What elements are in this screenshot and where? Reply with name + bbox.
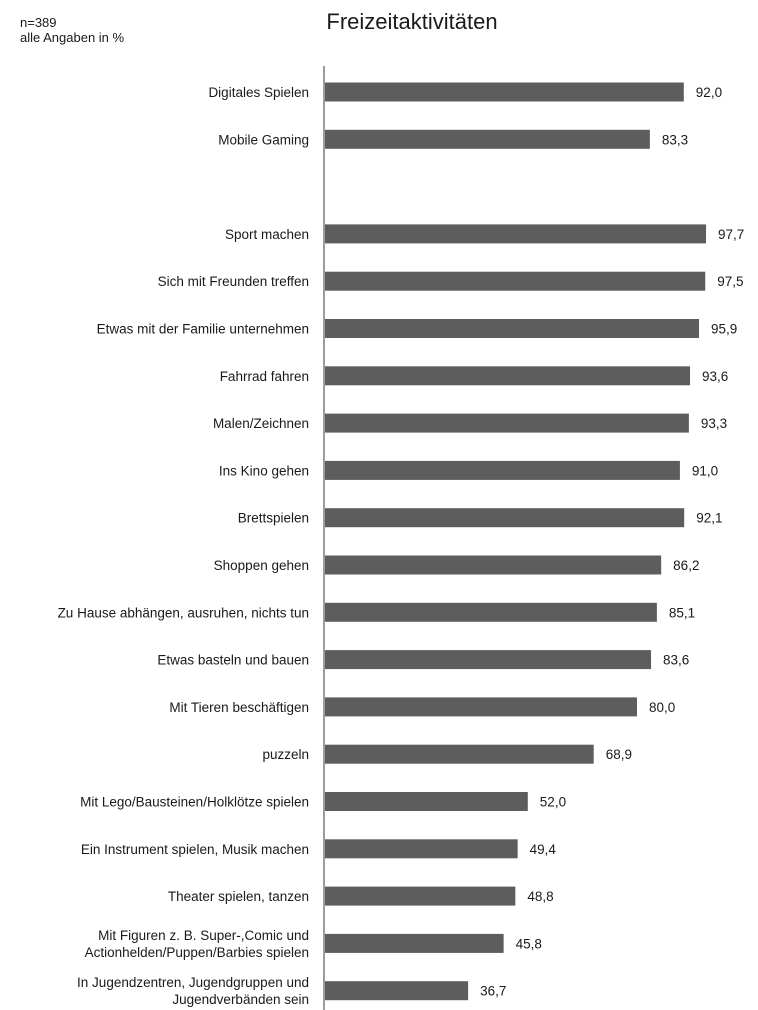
value-label: 93,3: [701, 416, 727, 431]
bar: [325, 602, 657, 622]
bar: [325, 460, 680, 480]
value-label: 36,7: [480, 984, 506, 999]
bar: [325, 82, 684, 102]
category-label: In Jugendzentren, Jugendgruppen und Jugen…: [77, 975, 309, 1007]
category-label-line: Zu Hause abhängen, ausruhen, nichts tun: [58, 605, 309, 620]
category-label-line: Shoppen gehen: [214, 558, 309, 573]
bar: [325, 886, 516, 906]
category-label-line: Etwas mit der Familie unternehmen: [97, 322, 309, 337]
bar: [325, 129, 650, 149]
bar: [325, 555, 662, 575]
value-label: 97,7: [718, 227, 744, 242]
category-label-line: Mit Tieren beschäftigen: [169, 700, 309, 715]
value-label: 85,1: [669, 605, 695, 620]
sample-size-note: n=389: [20, 15, 57, 30]
category-label: Malen/Zeichnen: [213, 416, 309, 431]
category-label-line: puzzeln: [262, 747, 309, 762]
category-label: Mit Tieren beschäftigen: [169, 700, 309, 715]
category-label-line: In Jugendzentren, Jugendgruppen und: [77, 975, 309, 990]
category-label-line: Mobile Gaming: [218, 132, 309, 147]
unit-note: alle Angaben in %: [20, 30, 125, 45]
chart-title: Freizeitaktivitäten: [326, 9, 498, 34]
category-label: Sport machen: [225, 227, 309, 242]
category-label: puzzeln: [262, 747, 309, 762]
category-label: Fahrrad fahren: [220, 369, 309, 384]
category-label-line: Etwas basteln und bauen: [157, 653, 309, 668]
category-label-line: Sport machen: [225, 227, 309, 242]
value-label: 83,6: [663, 653, 689, 668]
bar: [325, 981, 469, 1001]
category-label-line: Ein Instrument spielen, Musik machen: [81, 842, 309, 857]
value-label: 92,1: [696, 511, 722, 526]
value-label: 97,5: [717, 274, 743, 289]
bar: [325, 839, 518, 859]
bar: [325, 744, 594, 764]
category-label-line: Mit Lego/Bausteinen/Holklötze spielen: [80, 795, 309, 810]
value-label: 80,0: [649, 700, 675, 715]
value-label: 92,0: [696, 85, 722, 100]
bar: [325, 224, 707, 244]
category-label: Zu Hause abhängen, ausruhen, nichts tun: [58, 605, 309, 620]
category-label-line: Digitales Spielen: [208, 85, 309, 100]
category-label-line: Theater spielen, tanzen: [168, 889, 309, 904]
value-label: 91,0: [692, 463, 718, 478]
category-label-line: Ins Kino gehen: [219, 463, 309, 478]
value-label: 86,2: [673, 558, 699, 573]
value-label: 83,3: [662, 132, 688, 147]
value-label: 52,0: [540, 795, 566, 810]
value-label: 68,9: [606, 747, 632, 762]
category-label-line: Malen/Zeichnen: [213, 416, 309, 431]
bar: [325, 933, 504, 953]
bar: [325, 697, 637, 717]
category-label-line: Sich mit Freunden treffen: [158, 274, 309, 289]
category-label-line: Fahrrad fahren: [220, 369, 309, 384]
bar: [325, 413, 689, 433]
category-label: Ins Kino gehen: [219, 463, 309, 478]
category-label: Mit Figuren z. B. Super-,Comic und Action…: [85, 928, 309, 960]
category-label: Etwas basteln und bauen: [157, 653, 309, 668]
value-label: 93,6: [702, 369, 728, 384]
category-label-line: Jugendverbänden sein: [172, 992, 309, 1007]
category-label: Mobile Gaming: [218, 132, 309, 147]
value-label: 49,4: [530, 842, 557, 857]
chart-marks: Digitales Spielen 92,0 Mobile Gaming 83,3 Sp…: [58, 82, 744, 1007]
category-label: Ein Instrument spielen, Musik machen: [81, 842, 309, 857]
bar: [325, 792, 528, 811]
category-label: Mit Lego/Bausteinen/Holklötze spielen: [80, 795, 309, 810]
category-label: Digitales Spielen: [208, 85, 309, 100]
category-label: Etwas mit der Familie unternehmen: [97, 322, 309, 337]
category-label: Theater spielen, tanzen: [168, 889, 309, 904]
category-label-line: Actionhelden/Puppen/Barbies spielen: [85, 945, 309, 960]
value-label: 45,8: [516, 936, 542, 951]
category-label: Shoppen gehen: [214, 558, 309, 573]
category-label-line: Mit Figuren z. B. Super-,Comic und: [98, 928, 309, 943]
bar: [325, 366, 691, 386]
bar: [325, 650, 652, 670]
category-label: Brettspielen: [238, 511, 309, 526]
value-label: 95,9: [711, 322, 737, 337]
category-label-line: Brettspielen: [238, 511, 309, 526]
category-label: Sich mit Freunden treffen: [158, 274, 309, 289]
bar: [325, 319, 700, 338]
value-label: 48,8: [527, 889, 553, 904]
bar: [325, 508, 685, 528]
bar: [325, 271, 706, 291]
